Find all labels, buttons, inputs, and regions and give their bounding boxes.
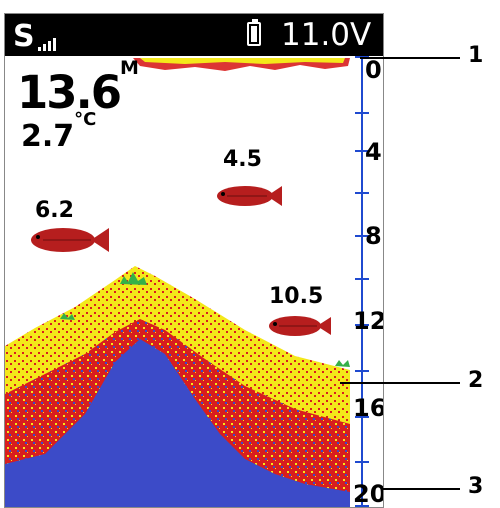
status-bar: S 11.0V	[5, 14, 383, 56]
depth-scale-tick	[355, 370, 369, 372]
depth-scale-tick	[355, 461, 369, 463]
signal-label: S	[13, 19, 35, 54]
depth-scale-tick	[355, 235, 369, 237]
depth-scale-tick	[355, 416, 369, 418]
callout-line	[360, 57, 460, 59]
temperature-readout: 2.7°C	[21, 109, 96, 154]
depth-unit: M	[120, 57, 139, 79]
depth-value: 13.6	[17, 66, 122, 119]
depth-scale-label: 8	[365, 222, 382, 250]
battery-voltage: 11.0V	[281, 17, 372, 53]
depth-readout: 13.6M	[17, 57, 139, 119]
callout-line	[382, 488, 460, 490]
fish-depth-label: 4.5	[223, 147, 262, 172]
depth-scale-tick	[355, 192, 369, 194]
bottom-blue-layer	[5, 339, 350, 507]
temperature-unit: °C	[74, 109, 97, 130]
depth-scale-label: 12	[353, 307, 384, 335]
fish-depth-label: 6.2	[35, 198, 74, 223]
fish-icon	[31, 228, 109, 252]
callout-number: 2	[468, 368, 484, 393]
depth-scale-tick	[355, 505, 369, 507]
temperature-value: 2.7	[21, 119, 75, 154]
depth-scale-tick	[355, 278, 369, 280]
battery-icon	[247, 19, 261, 46]
sonar-returns	[5, 58, 350, 507]
fish-icon	[269, 316, 331, 336]
surface-clutter-yellow	[140, 58, 345, 64]
depth-scale-label: 20	[353, 480, 384, 508]
sonar-screen: S 11.0V 13.6M 2.7°C 4.5 6.2 10.5 0 4 8 1…	[4, 13, 384, 508]
weed-icon	[120, 272, 147, 285]
depth-scale-tick	[355, 324, 369, 326]
depth-scale-tick	[355, 150, 369, 152]
signal-strength-icon	[38, 38, 56, 51]
callout-number: 1	[468, 43, 484, 68]
callout-number: 3	[468, 474, 484, 499]
depth-scale-axis	[361, 56, 363, 507]
fish-icon	[217, 186, 282, 206]
depth-scale-label: 4	[365, 138, 382, 166]
weed-icon	[60, 313, 75, 320]
callout-line	[340, 382, 460, 384]
depth-scale-label: 0	[365, 56, 382, 84]
fish-depth-label: 10.5	[269, 284, 324, 309]
weed-icon	[335, 360, 350, 367]
depth-scale-tick	[355, 112, 369, 114]
depth-scale-label: 16	[353, 394, 384, 422]
